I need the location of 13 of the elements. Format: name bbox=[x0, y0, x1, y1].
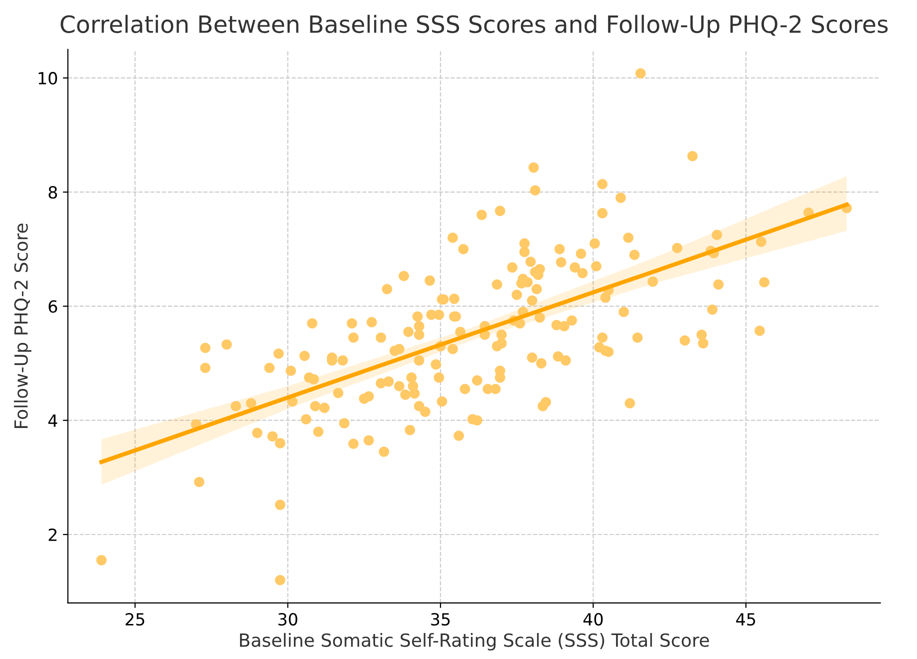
chart-title: Correlation Between Baseline SSS Scores and Follow-Up PHQ-2 Scores bbox=[60, 14, 888, 38]
x-axis-title: Baseline Somatic Self-Rating Scale (SSS) Total Score bbox=[240, 633, 709, 650]
y-axis-title: Follow-Up PHQ-2 Score bbox=[14, 224, 32, 428]
y-tick-label: 6 bbox=[48, 300, 58, 313]
y-tick-label: 8 bbox=[48, 186, 57, 199]
x-tick-label: 40 bbox=[583, 613, 603, 626]
x-tick-label: 35 bbox=[431, 613, 450, 626]
x-tick-label: 30 bbox=[278, 613, 298, 626]
y-tick-label: 2 bbox=[48, 528, 56, 541]
y-tick-label: 4 bbox=[48, 414, 58, 427]
x-tick-label: 25 bbox=[126, 613, 144, 626]
x-tick-label: 45 bbox=[736, 613, 756, 626]
y-tick-label: 10 bbox=[38, 72, 58, 85]
